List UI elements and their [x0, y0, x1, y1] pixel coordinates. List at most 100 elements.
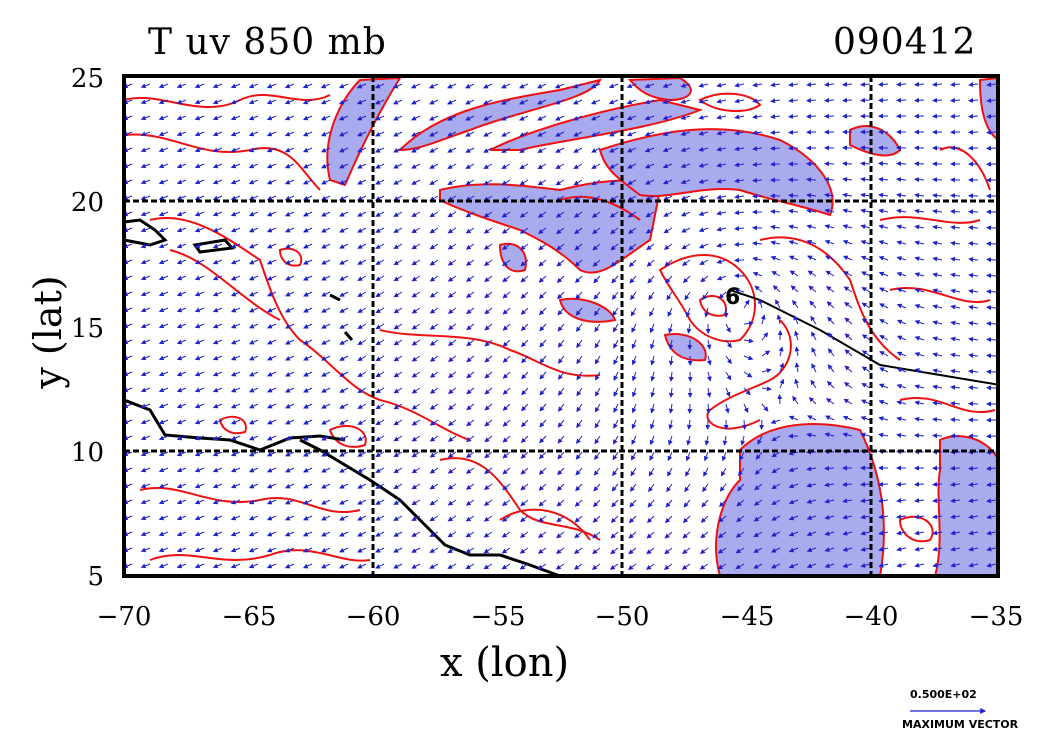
wind-vector [950, 240, 961, 246]
wind-vector [968, 129, 979, 135]
wind-vector [914, 416, 925, 422]
wind-vector [698, 162, 709, 168]
wind-vector [483, 515, 493, 522]
wind-vector [357, 307, 367, 313]
wind-vector [230, 419, 241, 425]
wind-vector [810, 315, 817, 325]
wind-vector [212, 467, 223, 473]
wind-vector [429, 307, 439, 314]
wind-vector [662, 115, 673, 121]
wind-vector [950, 417, 961, 423]
wind-vector [176, 179, 187, 185]
wind-vector [248, 99, 259, 105]
wind-vector [662, 99, 673, 104]
wind-vector [682, 275, 691, 284]
wind-vector [734, 194, 745, 200]
wind-vector [375, 371, 385, 378]
wind-vector [680, 147, 691, 152]
wind-vector [663, 563, 673, 570]
temperature-contour [889, 287, 991, 303]
wind-vector [212, 499, 223, 505]
x-tick-m35: −35 [968, 602, 1024, 632]
wind-vector [842, 514, 853, 520]
wind-vector [375, 563, 385, 569]
wind-vector [158, 227, 169, 233]
wind-vector [375, 243, 385, 249]
wind-vector [842, 97, 853, 103]
wind-vector [248, 179, 259, 185]
wind-vector [356, 115, 367, 121]
wind-vector [375, 291, 385, 297]
wind-vector [668, 323, 673, 334]
wind-vector [681, 227, 691, 233]
wind-vector [230, 291, 241, 297]
wind-vector [411, 547, 421, 553]
wind-vector [158, 531, 169, 537]
wind-vector [914, 288, 925, 293]
wind-vector [411, 467, 421, 474]
wind-vector [248, 419, 259, 425]
wind-vector [447, 355, 457, 362]
wind-vector [645, 179, 655, 185]
wind-vector [212, 99, 223, 105]
wind-vector [610, 531, 619, 539]
wind-vector [158, 419, 169, 425]
wind-vector [248, 483, 259, 489]
wind-vector [896, 481, 907, 487]
wind-vector [806, 255, 817, 261]
wind-vector [158, 243, 169, 249]
wind-vector [556, 227, 565, 235]
wind-vector [411, 419, 421, 426]
wind-vector [520, 339, 529, 348]
wind-vector [266, 435, 277, 441]
temperature-contour [898, 515, 934, 543]
wind-vector [914, 498, 925, 504]
grid-lines [124, 76, 998, 576]
wind-vector [302, 115, 313, 121]
wind-vector [321, 499, 331, 505]
wind-vector [320, 195, 331, 201]
wind-vector [778, 346, 784, 357]
wind-vector [739, 451, 745, 461]
wind-vector [758, 298, 763, 309]
wind-vector [613, 355, 619, 365]
wind-vector [680, 163, 691, 169]
wind-vector [807, 270, 817, 277]
wind-vector [411, 403, 421, 410]
wind-vector [339, 531, 349, 537]
wind-vector [647, 275, 655, 284]
wind-vector [176, 451, 187, 457]
wind-vector [158, 339, 169, 345]
wind-vector [357, 355, 367, 361]
wind-vector [375, 259, 385, 265]
wind-vector [302, 467, 313, 473]
wind-vector [878, 383, 889, 389]
wind-vector [266, 147, 277, 153]
wind-vector [140, 179, 151, 185]
wind-vector [176, 83, 187, 89]
wind-vector [593, 467, 601, 476]
wind-vector [557, 371, 565, 380]
wind-vector [720, 467, 727, 477]
wind-vector [842, 81, 853, 87]
x-tick-m55: −55 [470, 602, 526, 632]
wind-vector [554, 99, 565, 105]
wind-vector [484, 451, 493, 459]
wind-vector [734, 162, 745, 168]
wind-vector [968, 465, 979, 471]
wind-vector [447, 435, 457, 442]
wind-vector [284, 467, 295, 473]
wind-vector [896, 303, 907, 309]
wind-vector [824, 563, 835, 568]
wind-vector [158, 499, 169, 505]
wind-vector [501, 227, 511, 234]
wind-vector [824, 177, 835, 182]
wind-vector [914, 319, 925, 325]
wind-vector [824, 224, 835, 230]
wind-vector [356, 99, 367, 105]
wind-vector [932, 514, 943, 520]
wind-vector [501, 179, 511, 186]
wind-vector [158, 355, 169, 361]
wind-vector [664, 531, 673, 539]
wind-vector [576, 355, 583, 365]
